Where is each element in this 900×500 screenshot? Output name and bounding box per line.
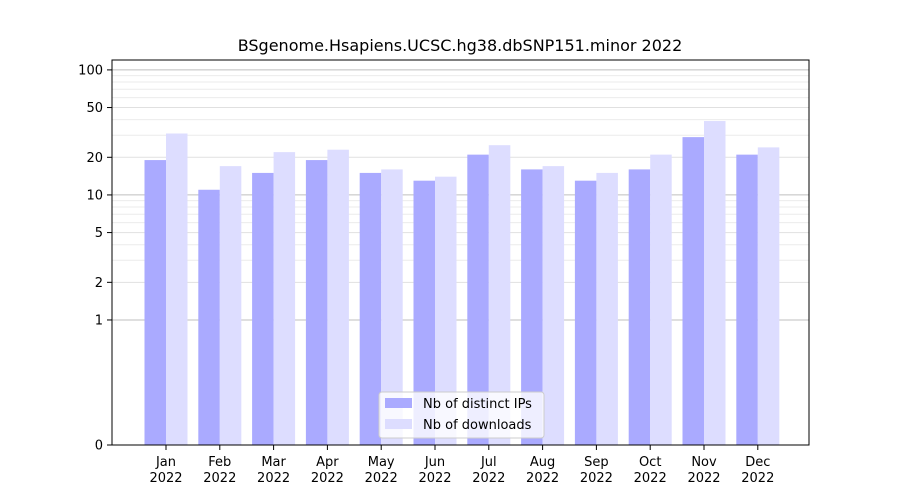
legend-box [378, 391, 545, 439]
legend-label: Nb of distinct IPs [423, 397, 532, 412]
x-tick-label-month: Jun [424, 455, 445, 470]
bar-jul-downloads [488, 145, 511, 445]
bar-jun-distinct-ips [413, 180, 435, 445]
x-tick-label-month: Jan [155, 455, 176, 470]
legend-label: Nb of downloads [423, 418, 532, 433]
bar-feb-downloads [219, 166, 242, 445]
bar-mar-downloads [273, 152, 296, 445]
x-tick-label-month: Sep [584, 455, 609, 470]
bar-nov-downloads [704, 121, 726, 446]
x-tick-label-month: Oct [639, 455, 661, 470]
x-tick-label-year: 2022 [311, 471, 344, 486]
legend-swatch [385, 419, 412, 429]
y-tick-label: 5 [95, 226, 103, 241]
y-tick-label: 10 [86, 188, 103, 203]
bar-jan-downloads [166, 133, 188, 445]
x-tick-label-year: 2022 [472, 471, 505, 486]
y-tick-label: 1 [95, 313, 103, 328]
x-tick-label-year: 2022 [741, 471, 774, 486]
x-tick-label-year: 2022 [365, 471, 398, 486]
bar-apr-distinct-ips [305, 160, 328, 445]
x-tick-label-month: Jul [480, 455, 497, 470]
bar-aug-downloads [542, 166, 565, 445]
bar-nov-distinct-ips [682, 137, 704, 445]
bar-feb-distinct-ips [198, 189, 220, 445]
x-tick-label-year: 2022 [418, 471, 451, 486]
bar-mar-distinct-ips [252, 172, 274, 445]
x-tick-label-year: 2022 [257, 471, 290, 486]
legend: Nb of distinct IPs Nb of downloads [378, 391, 545, 439]
bars [144, 121, 780, 446]
chart-title: BSgenome.Hsapiens.UCSC.hg38.dbSNP151.min… [238, 36, 683, 55]
x-tick-label-month: Mar [261, 455, 286, 470]
x-tick-label-month: Aug [530, 455, 555, 470]
y-tick-label: 0 [95, 439, 103, 454]
x-tick-label-year: 2022 [580, 471, 613, 486]
legend-swatch [385, 398, 412, 408]
bar-jul-distinct-ips [467, 154, 489, 446]
bar-jan-distinct-ips [144, 160, 166, 445]
y-tick-label: 20 [86, 151, 103, 166]
x-tick-label-year: 2022 [149, 471, 182, 486]
y-tick-label: 50 [86, 101, 103, 116]
bar-oct-distinct-ips [628, 169, 651, 445]
y-tick-label: 100 [78, 63, 103, 78]
x-tick-label-month: Feb [208, 455, 231, 470]
bar-jun-downloads [435, 176, 457, 445]
bar-may-downloads [381, 169, 403, 445]
bar-oct-downloads [650, 154, 672, 446]
bar-aug-distinct-ips [521, 169, 543, 445]
x-tick-label-month: Nov [691, 455, 717, 470]
x-tick-label-year: 2022 [526, 471, 559, 486]
bar-dec-downloads [757, 147, 780, 446]
x-tick-label-month: May [368, 455, 395, 470]
bar-dec-distinct-ips [736, 154, 758, 446]
plot-frame [111, 59, 810, 446]
x-tick-label-year: 2022 [687, 471, 720, 486]
x-tick-label-month: Dec [745, 455, 770, 470]
bar-sep-distinct-ips [574, 180, 597, 445]
bar-may-distinct-ips [359, 172, 382, 445]
bar-sep-downloads [596, 172, 618, 445]
x-tick-label-year: 2022 [634, 471, 667, 486]
bar-apr-downloads [327, 149, 349, 446]
x-tick-label-year: 2022 [203, 471, 236, 486]
y-tick-label: 2 [95, 276, 103, 291]
y-axis: 0 1 2 5 10 20 50 100 [78, 63, 112, 454]
x-tick-label-month: Apr [316, 455, 339, 470]
x-axis: Jan2022Feb2022Mar2022Apr2022May2022Jun20… [149, 445, 774, 486]
